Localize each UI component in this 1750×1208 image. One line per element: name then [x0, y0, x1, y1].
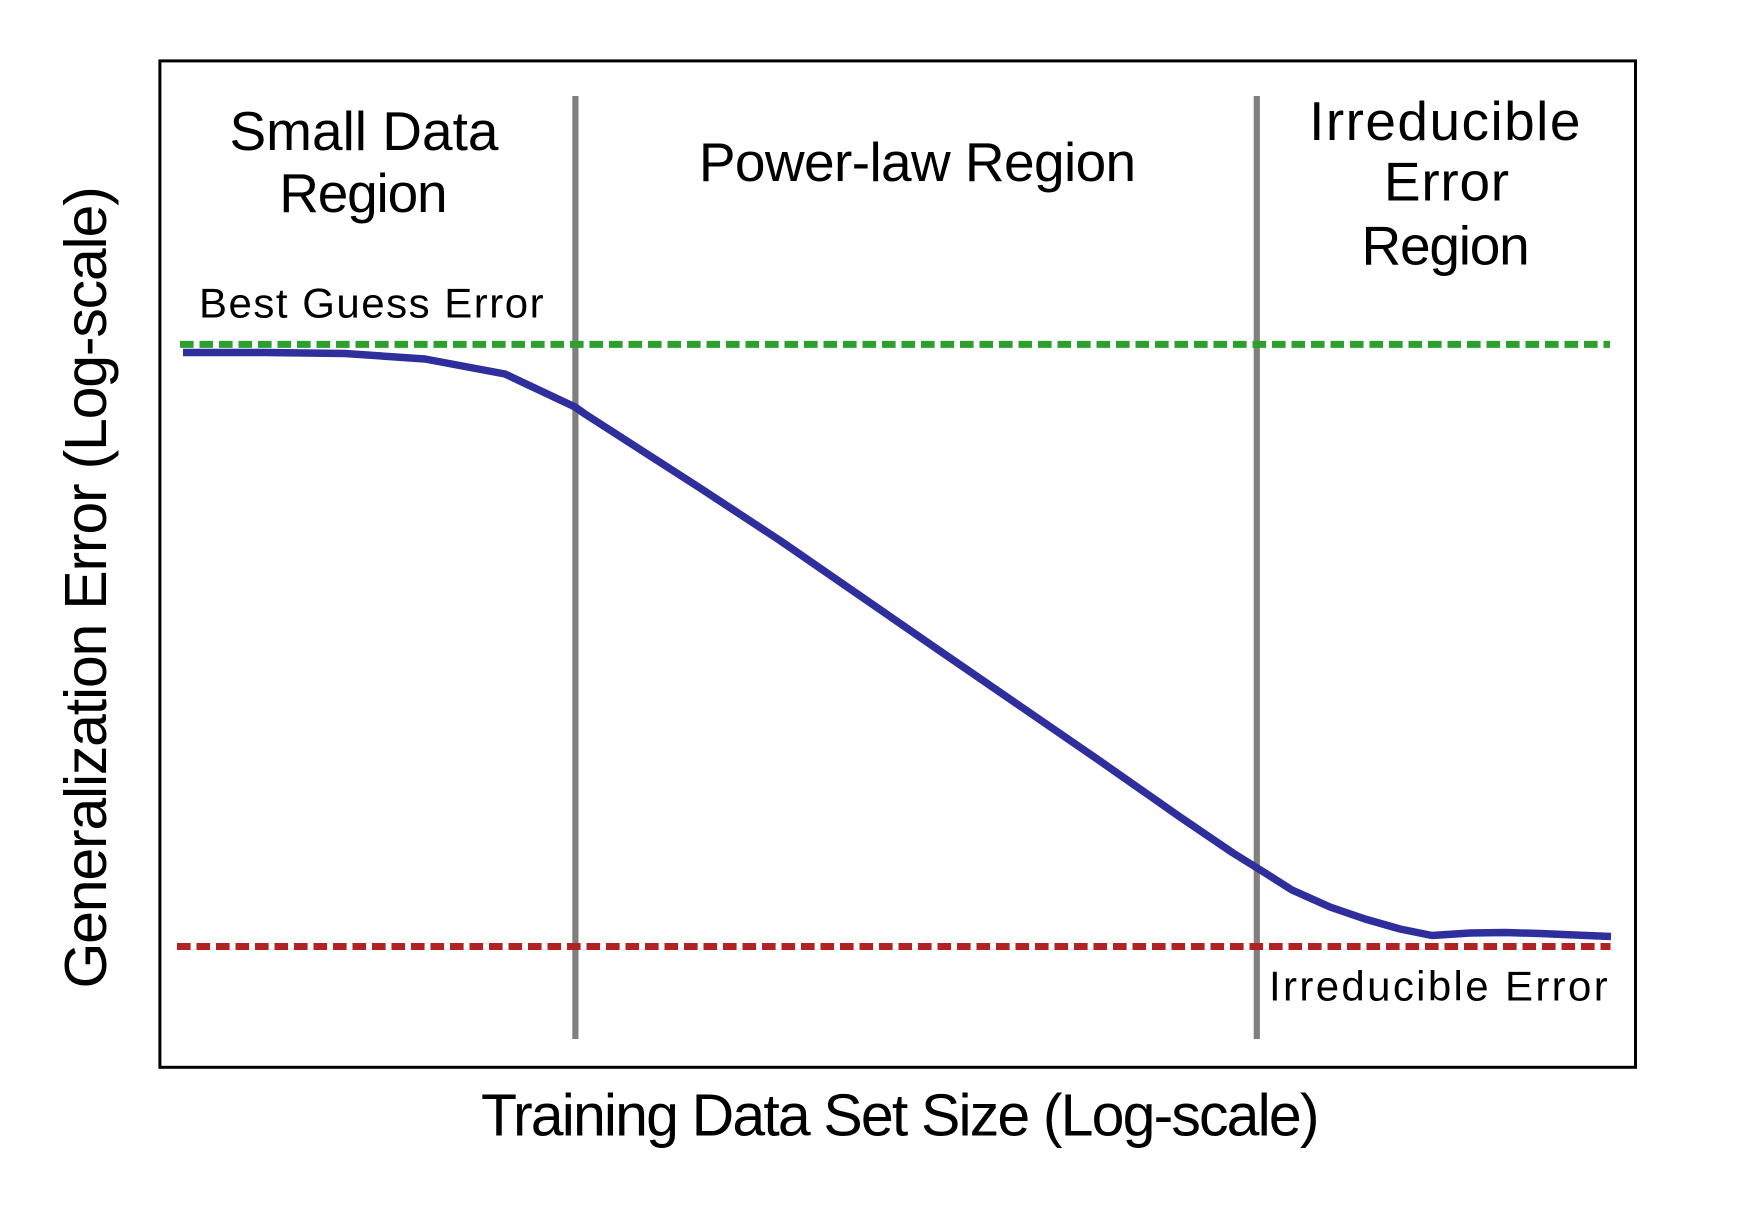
svg-text:Irreducible: Irreducible: [1309, 90, 1582, 152]
svg-text:Region: Region: [1361, 215, 1528, 277]
svg-text:Irreducible Error: Irreducible Error: [1269, 962, 1610, 1009]
svg-text:Generalization Error (Log-scal: Generalization Error (Log-scale): [53, 187, 119, 988]
svg-text:Best Guess Error: Best Guess Error: [199, 279, 545, 326]
svg-text:Error: Error: [1384, 151, 1510, 213]
svg-text:Region: Region: [279, 162, 446, 224]
svg-text:Small Data: Small Data: [230, 100, 499, 162]
svg-text:Training Data Set Size (Log-sc: Training Data Set Size (Log-scale): [481, 1082, 1318, 1148]
svg-text:Power-law Region: Power-law Region: [699, 131, 1136, 193]
